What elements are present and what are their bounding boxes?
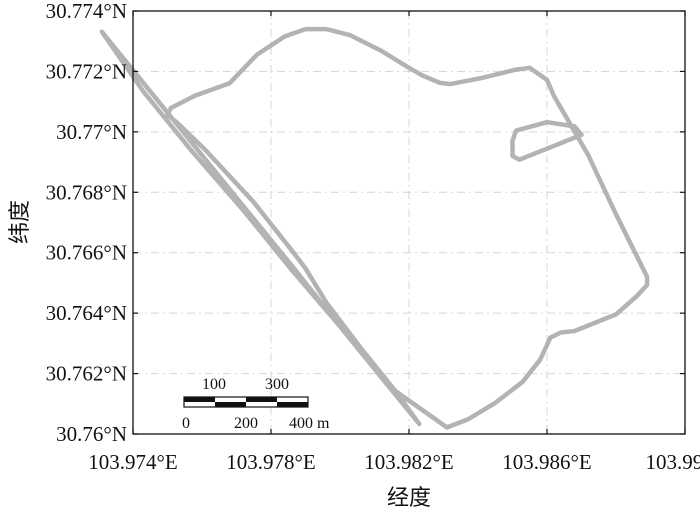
x-tick-label: 103.99°E [646,450,700,474]
scale-label-100: 100 [202,376,226,393]
y-axis-title: 纬度 [8,200,33,244]
scale-bar-segment-2 [215,402,246,407]
x-tick-label: 103.978°E [226,450,315,474]
y-tick-label: 30.76°N [56,422,127,446]
y-tick-label: 30.766°N [46,241,127,265]
x-tick-label: 103.974°E [88,450,177,474]
y-tick-label: 30.772°N [46,59,127,83]
scale-label-400m: 400 m [289,415,330,432]
scale-bar-segment-4 [277,402,308,407]
gps-track [99,26,650,430]
y-tick-label: 30.77°N [56,120,127,144]
scale-bar-segment-3 [246,397,277,402]
y-tick-label: 30.762°N [46,362,127,386]
axis-ticks: 103.974°E 103.978°E 103.982°E 103.986°E 103.… [46,0,700,474]
scale-bar-segment-1 [184,397,215,402]
track-main-loop [99,26,650,430]
grid-lines [132,10,686,435]
y-tick-label: 30.764°N [46,301,127,325]
x-tick-label: 103.986°E [502,450,591,474]
y-tick-label: 30.768°N [46,180,127,204]
track-small-loop [510,119,584,162]
y-tick-label: 30.774°N [46,0,127,23]
scale-label-0: 0 [182,415,190,432]
x-tick-label: 103.982°E [364,450,453,474]
scale-bar: 100 300 0 200 400 m [182,376,330,432]
x-axis-title: 经度 [387,486,431,511]
scale-label-200: 200 [234,415,258,432]
scale-label-300: 300 [265,376,289,393]
